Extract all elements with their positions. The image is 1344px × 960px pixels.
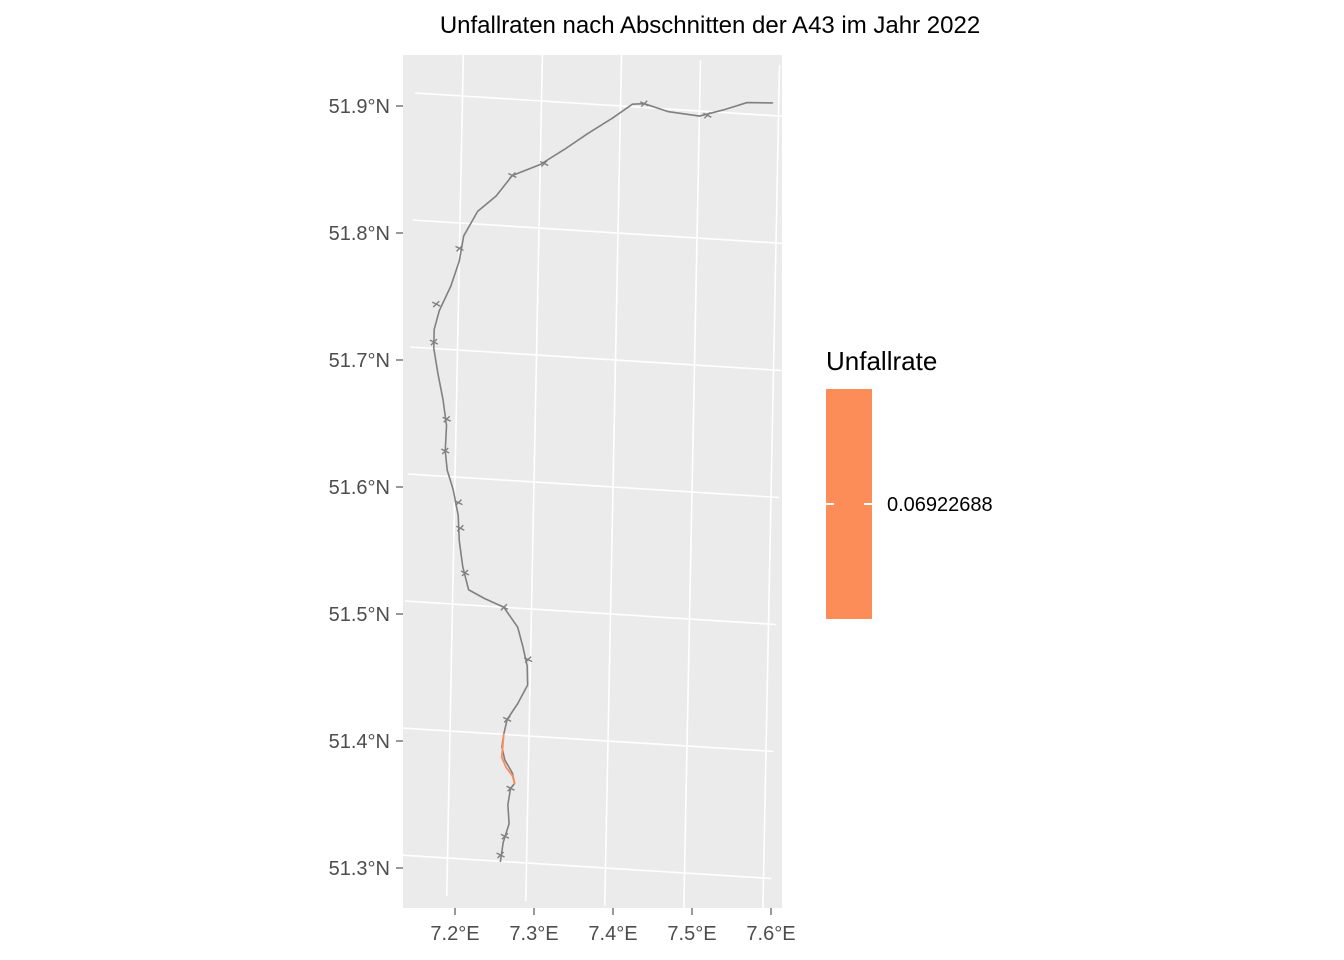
meridian-line — [683, 60, 702, 908]
interchange-marker — [429, 338, 439, 346]
lat-tick: 51.6°N — [329, 477, 403, 499]
interchange-marker — [454, 499, 463, 507]
meridian-line — [524, 55, 544, 902]
interchange-marker — [456, 524, 465, 532]
interchange-marker — [455, 244, 464, 252]
interchange-marker — [502, 715, 512, 723]
lon-tick: 7.2°E — [430, 908, 480, 945]
map-panel — [403, 55, 782, 908]
lon-tick: 7.4°E — [588, 908, 638, 945]
lon-tick-label: 7.2°E — [430, 923, 479, 945]
parallel-line — [405, 600, 777, 626]
lat-tick: 51.4°N — [329, 731, 403, 753]
meridian-line — [445, 55, 465, 897]
parallel-line — [410, 346, 782, 372]
latitude-axis: 51.3°N 51.4°N 51.5°N 51.6°N 51.7°N 51.8°… — [329, 96, 403, 880]
meridian-line — [603, 55, 623, 907]
interchange-marker — [442, 415, 451, 423]
parallel-line — [412, 219, 782, 245]
parallel-line — [403, 727, 774, 753]
lon-tick-label: 7.6°E — [746, 923, 795, 945]
legend-title: Unfallrate — [826, 346, 938, 376]
parallel-line — [407, 473, 779, 499]
interchange-marker — [508, 171, 517, 179]
interchange-marker — [431, 300, 441, 308]
lon-tick: 7.5°E — [667, 908, 717, 945]
interchange-marker — [523, 656, 533, 664]
longitude-axis: 7.2°E 7.3°E 7.4°E 7.5°E 7.6°E — [430, 908, 796, 945]
lon-tick-label: 7.5°E — [667, 923, 716, 945]
lat-tick: 51.3°N — [329, 858, 403, 880]
route-layer — [429, 100, 774, 863]
lat-tick-label: 51.5°N — [329, 604, 390, 626]
interchange-marker — [460, 569, 470, 577]
lon-tick-label: 7.4°E — [588, 923, 637, 945]
lat-tick: 51.9°N — [329, 96, 403, 118]
plot-title: Unfallraten nach Abschnitten der A43 im … — [439, 12, 981, 39]
highlighted-segment — [500, 733, 516, 785]
interchange-marker — [496, 851, 505, 859]
interchange-marker — [500, 832, 510, 840]
lon-tick-label: 7.3°E — [509, 923, 558, 945]
graticule — [403, 55, 782, 908]
lat-tick-label: 51.7°N — [329, 350, 390, 372]
meridian-line — [762, 65, 781, 908]
legend-value-label: 0.06922688 — [887, 494, 993, 516]
lon-tick: 7.6°E — [746, 908, 796, 945]
interchange-marker — [440, 447, 450, 455]
lat-tick-label: 51.4°N — [329, 731, 390, 753]
parallel-line — [403, 854, 772, 880]
lat-tick-label: 51.9°N — [329, 96, 390, 118]
lat-tick-label: 51.8°N — [329, 223, 390, 245]
lat-tick: 51.8°N — [329, 223, 403, 245]
lat-tick: 51.5°N — [329, 604, 403, 626]
interchange-marker — [703, 111, 712, 119]
interchange-marker — [499, 603, 509, 611]
lon-tick: 7.3°E — [509, 908, 559, 945]
lat-tick-label: 51.3°N — [329, 858, 390, 880]
legend-tick-left — [826, 503, 834, 505]
interchange-marker — [539, 159, 549, 167]
interchange-marker — [506, 784, 515, 792]
legend-tick-right — [864, 503, 872, 505]
lat-tick: 51.7°N — [329, 350, 403, 372]
parallel-line — [415, 92, 782, 118]
lat-tick-label: 51.6°N — [329, 477, 390, 499]
interchange-marker — [639, 100, 649, 108]
